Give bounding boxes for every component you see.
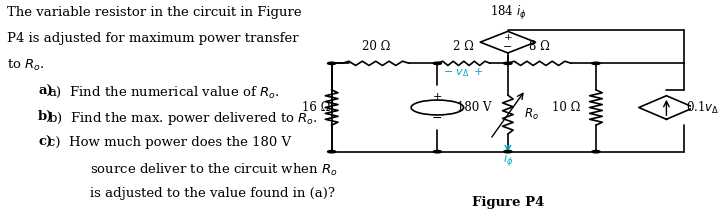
- Text: −: −: [503, 42, 513, 52]
- Text: 16 Ω: 16 Ω: [302, 101, 330, 114]
- Text: b)  Find the max. power delivered to $R_o$.: b) Find the max. power delivered to $R_o…: [48, 110, 318, 127]
- Text: c): c): [38, 136, 53, 149]
- Text: $i_\phi$: $i_\phi$: [503, 152, 513, 169]
- Text: 184 $i_\phi$: 184 $i_\phi$: [490, 4, 526, 22]
- Circle shape: [592, 62, 600, 65]
- Text: −: −: [432, 112, 443, 125]
- Text: source deliver to the circuit when $R_o$: source deliver to the circuit when $R_o$: [90, 162, 338, 178]
- Text: 20 Ω: 20 Ω: [361, 40, 390, 53]
- Text: +: +: [433, 92, 442, 102]
- Text: The variable resistor in the circuit in Figure: The variable resistor in the circuit in …: [7, 6, 302, 19]
- Circle shape: [504, 62, 512, 65]
- Text: a): a): [38, 85, 53, 98]
- Text: $R_o$: $R_o$: [523, 107, 539, 122]
- Text: is adjusted to the value found in (a)?: is adjusted to the value found in (a)?: [90, 187, 335, 200]
- Text: c)  How much power does the 180 V: c) How much power does the 180 V: [48, 136, 292, 149]
- Text: a)  Find the numerical value of $R_o$.: a) Find the numerical value of $R_o$.: [48, 85, 280, 100]
- Circle shape: [433, 62, 441, 65]
- Text: +: +: [503, 33, 512, 42]
- Circle shape: [433, 150, 441, 153]
- Circle shape: [328, 150, 336, 153]
- Text: 180 V: 180 V: [456, 101, 491, 114]
- Text: P4 is adjusted for maximum power transfer: P4 is adjusted for maximum power transfe…: [7, 32, 299, 45]
- Circle shape: [592, 150, 600, 153]
- Text: 10 Ω: 10 Ω: [552, 101, 580, 114]
- Text: 2 Ω: 2 Ω: [454, 40, 474, 53]
- Text: $-\ v_\Delta\ +$: $-\ v_\Delta\ +$: [444, 67, 485, 79]
- Text: to $R_o$.: to $R_o$.: [7, 57, 45, 73]
- Text: 8 Ω: 8 Ω: [529, 40, 550, 53]
- Text: Figure P4: Figure P4: [472, 196, 544, 209]
- Circle shape: [328, 62, 336, 65]
- Text: 0.1$v_\Delta$: 0.1$v_\Delta$: [685, 99, 719, 116]
- Circle shape: [504, 150, 512, 153]
- Text: b): b): [38, 110, 53, 124]
